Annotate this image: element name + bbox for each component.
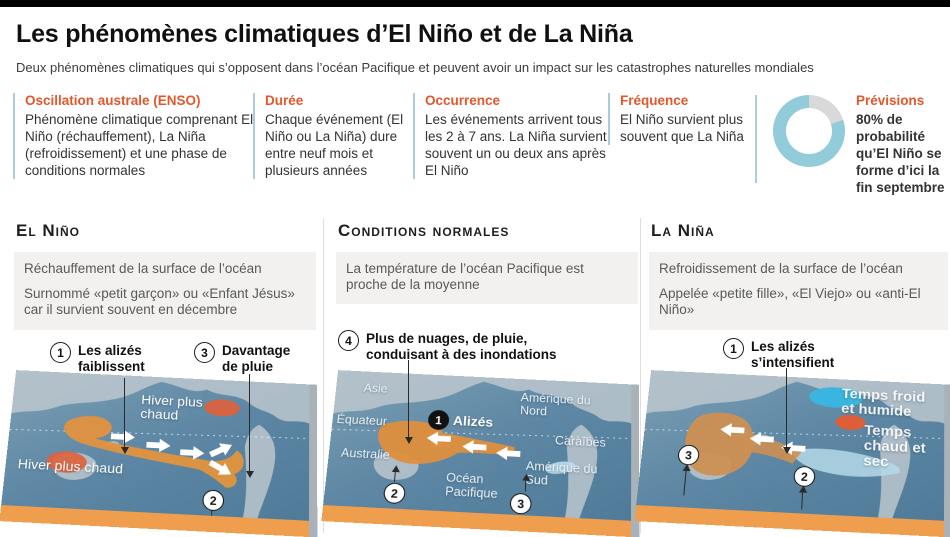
map-el-nino: Hiver plus chaud Hiver plus chaud 2 — [0, 370, 318, 537]
callout-pointer-line — [404, 360, 413, 444]
panel-divider — [640, 218, 641, 533]
warm-pool-west — [682, 411, 756, 478]
fact-previsions: Prévisions 80% de probabilité qu’El Niño… — [856, 93, 946, 196]
map-label-amerique-du-nord: Amérique du Nord — [519, 390, 591, 418]
cold-anomaly-north — [808, 386, 863, 410]
callout-number: 3 — [194, 342, 215, 363]
panel-description: Réchauffement de la surface de l’océan S… — [14, 252, 316, 330]
panel-el-nino: El Niño Réchauffement de la surface de l… — [0, 218, 318, 537]
map-label-temps-froid: Temps froid et humide — [840, 385, 926, 421]
callout-1: 1 Les alizés s’intensifient — [723, 338, 863, 370]
fact-heading: Oscillation australe (ENSO) — [25, 93, 201, 108]
map-label-caraibes: Caraïbes — [554, 433, 606, 450]
warm-anomaly-north-america — [203, 398, 241, 418]
cool-water-tongue — [789, 447, 901, 479]
callout-pointer-line — [245, 374, 254, 478]
warm-water-band — [59, 414, 245, 489]
callout-text: Les alizés s’intensifient — [751, 339, 835, 370]
map-la-nina: Temps froid et humide Temps chaud et sec… — [634, 370, 950, 537]
top-black-bar — [0, 0, 950, 7]
fact-text: Chaque événement (El Niño ou La Niña) du… — [265, 112, 404, 178]
pacific-map-graphic — [1, 370, 310, 521]
donut-chart — [773, 95, 845, 167]
map-label-temps-chaud: Temps chaud et sec — [863, 422, 926, 471]
desc-line: Refroidissement de la surface de l’océan — [659, 261, 903, 276]
warm-pool-west — [375, 419, 516, 469]
map-face: Temps froid et humide Temps chaud et sec… — [636, 370, 950, 522]
panel-conditions-normales: Conditions normales La température de l’… — [321, 218, 640, 537]
desc-line: La température de l’océan Pacifique est … — [346, 261, 584, 293]
panel-title: La Niña — [651, 221, 715, 240]
facts-row: Oscillation australe (ENSO) Phénomène cl… — [0, 93, 950, 205]
callout-number: 4 — [338, 330, 359, 351]
map-conditions-normales: Asie Équateur Australie Amérique du Nord… — [321, 370, 640, 537]
map-label-asie: Asie — [363, 381, 389, 396]
fact-heading: Occurrence — [425, 93, 501, 108]
callout-text: Davantage de pluie — [222, 343, 291, 374]
callout-3: 3 Davantage de pluie — [194, 342, 312, 374]
map-label-australie: Australie — [340, 446, 391, 462]
fact-occurrence: Occurrence Les événements arrivent tous … — [413, 93, 607, 179]
desc-line: Réchauffement de la surface de l’océan — [24, 261, 262, 276]
callout-4: 4 Plus de nuages, de pluie, conduisant à… — [338, 330, 578, 362]
panel-title: Conditions normales — [338, 221, 510, 240]
callout-text: Les alizés faiblissent — [78, 343, 145, 374]
fact-heading: Fréquence — [620, 93, 689, 108]
fact-heading: Durée — [265, 93, 304, 108]
forecast-text: 80% de probabilité qu’El Niño se forme d… — [856, 112, 945, 195]
panel-la-nina: La Niña Refroidissement de la surface de… — [634, 218, 950, 537]
desc-line: Surnommé «petit garçon» ou «Enfant Jésus… — [24, 286, 295, 318]
panel-description: La température de l’océan Pacifique est … — [336, 252, 638, 305]
callout-1: 1 Les alizés faiblissent — [50, 342, 168, 374]
map-face: Asie Équateur Australie Amérique du Nord… — [323, 370, 640, 522]
warm-dry-anomaly-south — [835, 414, 866, 431]
fact-frequence: Fréquence El Niño survient plus souvent … — [608, 93, 746, 145]
map-face: Hiver plus chaud Hiver plus chaud 2 — [1, 370, 318, 522]
map-label-equateur: Équateur — [335, 412, 388, 429]
panel-description: Refroidissement de la surface de l’océan… — [649, 252, 948, 330]
map-label-amerique-du-sud: Amérique du Sud — [525, 459, 598, 488]
fact-text: El Niño survient plus souvent que La Niñ… — [620, 112, 744, 144]
warm-anomaly-australia — [45, 450, 88, 474]
fact-duree: Durée Chaque événement (El Niño ou La Ni… — [253, 93, 417, 179]
page-subtitle: Deux phénomènes climatiques qui s’oppose… — [16, 60, 814, 75]
cool-coastal-upwelling — [544, 459, 577, 476]
fact-text: Phénomène climatique comprenant El Niño … — [25, 112, 254, 178]
callout-pointer-line — [782, 368, 791, 454]
desc-line: Appelée «petite fille», «El Viejo» ou «a… — [659, 286, 921, 318]
page-title: Les phénomènes climatiques d’El Niño et … — [16, 20, 633, 48]
fact-enso: Oscillation australe (ENSO) Phénomène cl… — [13, 93, 257, 179]
callout-number: 1 — [723, 338, 744, 359]
map-label-warmer-winter-na: Hiver plus chaud — [139, 391, 204, 423]
panel-title: El Niño — [16, 221, 81, 240]
callout-text: Plus de nuages, de pluie, conduisant à d… — [366, 331, 557, 362]
panel-divider — [323, 218, 324, 533]
map-label-alizes: Alizés — [452, 412, 494, 430]
forecast-donut-wrap — [755, 95, 845, 183]
fact-text: Les événements arrivent tous les 2 à 7 a… — [425, 112, 607, 178]
forecast-heading: Prévisions — [856, 93, 925, 108]
map-label-ocean-pacifique: Océan Pacifique — [444, 470, 498, 501]
callout-number: 1 — [50, 342, 71, 363]
callout-pointer-line — [120, 378, 129, 454]
